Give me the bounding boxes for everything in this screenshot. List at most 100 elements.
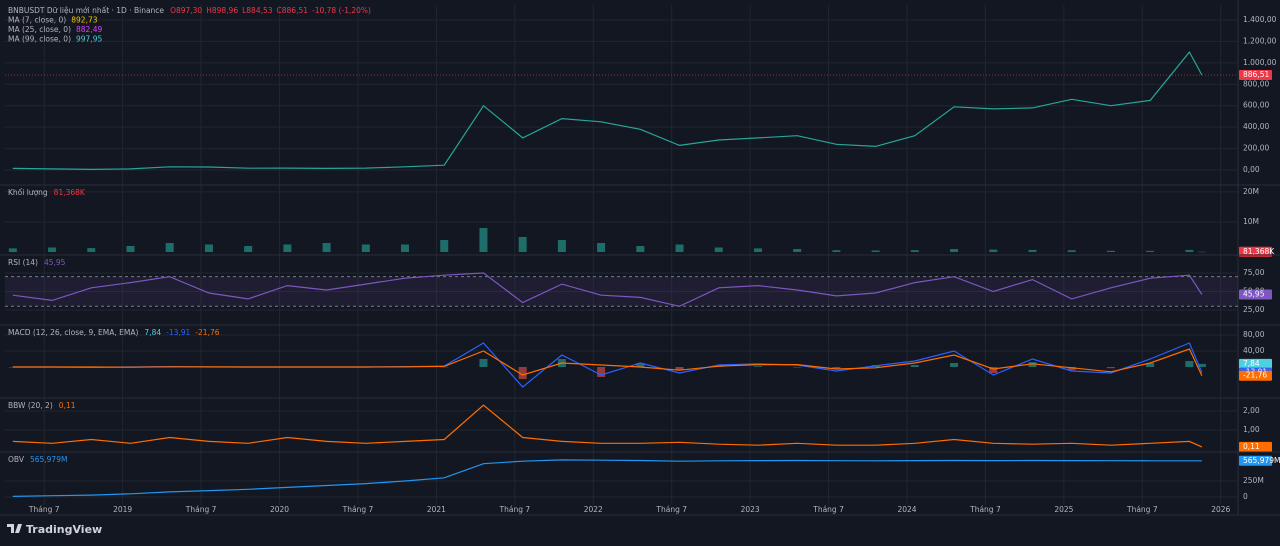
legend-name: MA (25, close, 0) <box>8 25 71 34</box>
bar <box>832 367 841 369</box>
last-value-label: 0,11 <box>1243 442 1260 451</box>
bar <box>597 242 606 252</box>
x-tick-label: Tháng 7 <box>655 505 687 514</box>
y-tick-label: 2,00 <box>1243 406 1260 415</box>
legend-name: MA (99, close, 0) <box>8 35 71 44</box>
pane-title: MACD (12, 26, close, 9, EMA, EMA) <box>8 328 138 337</box>
bar <box>165 242 174 252</box>
bar <box>597 367 606 377</box>
x-tick-label: 2025 <box>1054 505 1073 514</box>
header-value: 81,368K <box>54 188 86 197</box>
ohlc-value: H898,96 <box>206 6 238 15</box>
bar <box>675 244 684 252</box>
ohlc-value: -10,78 (-1,20%) <box>312 6 371 15</box>
bar <box>1197 251 1206 253</box>
legend-value: 997,95 <box>76 35 102 44</box>
x-tick-label: 2021 <box>427 505 446 514</box>
series-line <box>12 272 1203 307</box>
bar <box>832 250 841 252</box>
x-tick-label: 2023 <box>741 505 760 514</box>
bar <box>793 367 802 368</box>
bar <box>518 367 527 379</box>
bar <box>1067 250 1076 252</box>
bar <box>518 236 527 252</box>
header-value: 565,979M <box>30 455 68 464</box>
bar <box>322 242 331 252</box>
y-tick-label: 0,00 <box>1243 165 1260 174</box>
bar <box>1197 363 1206 367</box>
bar <box>1185 361 1194 367</box>
bar <box>950 248 959 252</box>
series-line <box>12 459 1202 497</box>
bar <box>48 247 57 252</box>
bar <box>675 367 684 370</box>
bar <box>479 227 488 252</box>
y-tick-label: 25,00 <box>1243 305 1265 314</box>
x-tick-label: 2020 <box>270 505 289 514</box>
bar <box>1106 250 1115 252</box>
bar <box>910 250 919 252</box>
bar <box>87 248 96 252</box>
ohlc-value: L884,53 <box>242 6 273 15</box>
bar <box>1106 367 1115 369</box>
y-tick-label: 1.200,00 <box>1243 36 1277 45</box>
bar <box>283 244 292 252</box>
ohlc-value: O897,30 <box>170 6 202 15</box>
pane-title: BBW (20, 2) <box>8 401 53 410</box>
bar <box>361 244 370 252</box>
bar <box>1146 363 1155 367</box>
bar <box>950 363 959 367</box>
bar <box>793 248 802 252</box>
header-value: 45,95 <box>44 258 66 267</box>
x-tick-label: 2026 <box>1211 505 1230 514</box>
last-value-label: -21,76 <box>1243 371 1267 380</box>
x-tick-label: Tháng 7 <box>342 505 374 514</box>
ohlc-value: C886,51 <box>277 6 309 15</box>
last-value-label: 81,368K <box>1243 247 1275 256</box>
last-value-box <box>1239 70 1272 81</box>
brand: TradingView <box>26 523 102 536</box>
last-value-box <box>1239 246 1272 257</box>
header-value: -13,91 <box>166 328 190 337</box>
x-tick-label: 2024 <box>897 505 916 514</box>
bar <box>636 245 645 252</box>
last-value-label: 565,979M <box>1243 456 1280 465</box>
last-value-box <box>1239 289 1272 300</box>
bar <box>1185 249 1194 252</box>
bar <box>440 239 449 252</box>
last-value-box <box>1239 370 1272 381</box>
bar <box>126 245 135 252</box>
bar <box>440 366 449 368</box>
x-tick-label: Tháng 7 <box>185 505 217 514</box>
y-tick-label: 400,00 <box>1243 122 1269 131</box>
pane-title: OBV <box>8 455 25 464</box>
bar <box>636 363 645 367</box>
bar <box>989 249 998 252</box>
y-tick-label: 600,00 <box>1243 101 1269 110</box>
bar <box>1146 250 1155 252</box>
last-value-box <box>1239 455 1272 466</box>
bar <box>871 250 880 252</box>
last-value-box <box>1239 441 1272 452</box>
x-tick-label: Tháng 7 <box>812 505 844 514</box>
y-tick-label: 0 <box>1243 492 1248 501</box>
logo-icon <box>7 524 22 533</box>
last-value-label: 886,51 <box>1243 70 1269 79</box>
y-tick-label: 1.000,00 <box>1243 58 1277 67</box>
bar <box>753 366 762 367</box>
series-line <box>12 348 1203 376</box>
bar <box>479 359 488 367</box>
bar <box>910 365 919 367</box>
last-value-label: 7,84 <box>1243 359 1260 368</box>
y-tick-label: 20M <box>1243 187 1259 196</box>
legend-name: MA (7, close, 0) <box>8 16 66 25</box>
pane-title: Khối lượng <box>8 188 48 197</box>
bar <box>714 247 723 252</box>
header-value: 0,11 <box>59 401 76 410</box>
y-tick-label: 250M <box>1243 476 1264 485</box>
x-tick-label: Tháng 7 <box>499 505 531 514</box>
y-tick-label: 10M <box>1243 217 1259 226</box>
bar <box>8 248 17 252</box>
bar <box>1067 367 1076 371</box>
